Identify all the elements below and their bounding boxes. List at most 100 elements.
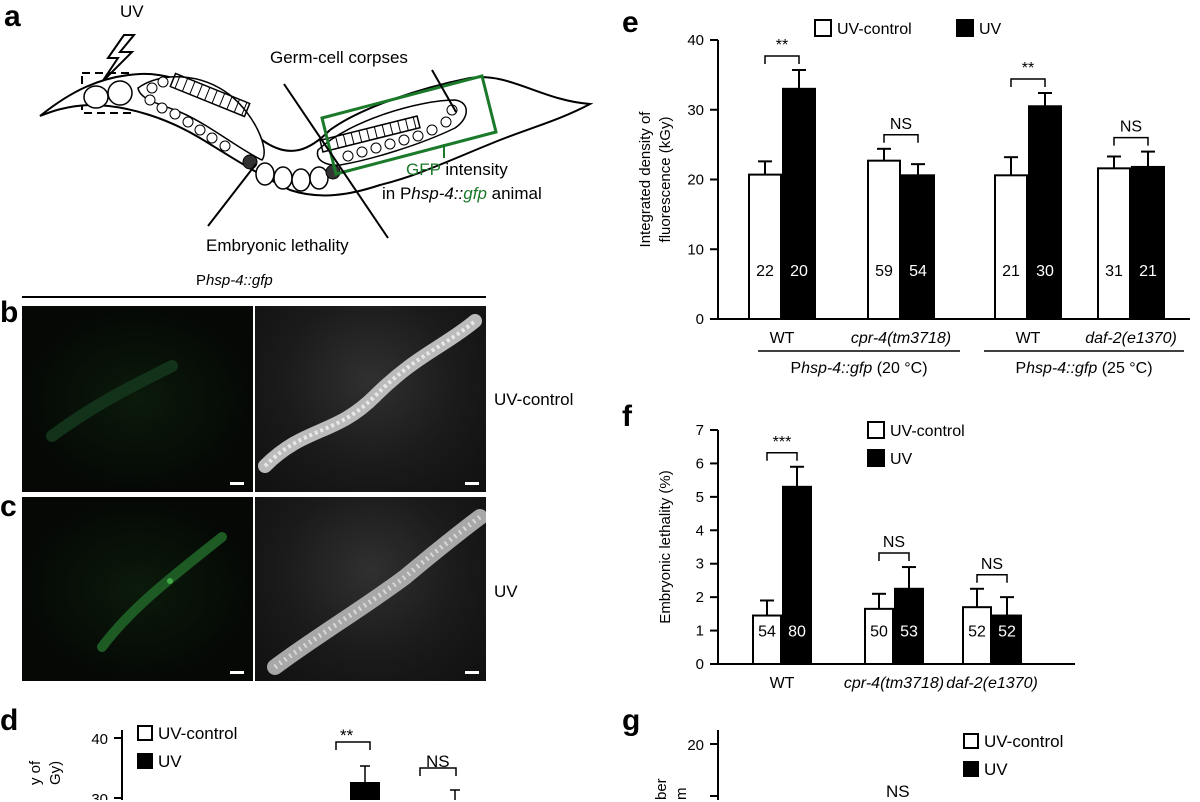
panel-label-d: d [0, 704, 19, 737]
significance-label: NS [1120, 119, 1142, 136]
significance-label: NS [890, 116, 912, 133]
g-tick-20: 20 [687, 737, 704, 754]
y-tick-label: 6 [696, 455, 704, 472]
g-legend-uv-label: UV [984, 760, 1008, 779]
x-group-label: WT [1016, 330, 1041, 347]
chart-f: 0 1 2 3 4 5 6 7 Embryonic lethality (%) UV-contro… [657, 421, 1075, 692]
gfp-italic-green: gfp [463, 184, 487, 203]
germ-cell-corpses-label: Germ-cell corpses [270, 48, 408, 67]
panel-label-b: b [0, 296, 19, 329]
d-ylabel-fragment: y of [27, 760, 44, 785]
phsp-header: Phsp-4::gfp [196, 272, 273, 289]
bar-control [1097, 167, 1131, 320]
intensity-word: intensity [440, 160, 508, 179]
panel-label-e: e [622, 6, 639, 39]
legend-control-label: UV-control [890, 423, 965, 440]
significance-bracket [1113, 136, 1149, 146]
phsp-animal-label: in Phsp-4::gfp animal [382, 184, 542, 204]
uv-label: UV [120, 2, 144, 21]
legend-control-label: UV-control [837, 21, 912, 38]
significance-bracket [883, 134, 919, 143]
d-tick-30: 30 [91, 791, 108, 800]
subgroup-label: Phsp-4::gfp (25 °C) [1015, 360, 1152, 377]
gfp-word: GFP [406, 160, 441, 179]
g-sig: NS [886, 782, 910, 801]
significance-bracket [764, 55, 800, 64]
in-p-word: in P [382, 184, 412, 203]
n-label-uv: 52 [998, 624, 1016, 641]
y-tick-label: 3 [696, 556, 704, 573]
y-tick-label: 1 [696, 623, 704, 640]
uv-control-side-label: UV-control [494, 390, 574, 409]
y-tick-label: 10 [687, 241, 704, 258]
n-label-control: 21 [1002, 263, 1020, 280]
n-label-uv: 20 [790, 263, 808, 280]
micrograph-brightfield-uv [255, 497, 486, 681]
uv-side-label: UV [494, 582, 518, 601]
y-tick-label: 0 [696, 656, 704, 673]
legend-control-swatch [814, 19, 832, 37]
phsp-header-p: P [196, 272, 207, 289]
embryonic-lethality-label: Embryonic lethality [206, 236, 349, 255]
significance-bracket [976, 574, 1008, 583]
panel-label-a: a [4, 0, 21, 33]
bar-control [962, 606, 992, 666]
significance-label: NS [981, 556, 1003, 573]
n-label-uv: 30 [1036, 263, 1054, 280]
bar-control [994, 174, 1028, 320]
y-tick-label: 2 [696, 589, 704, 606]
y-axis-label: Embryonic lethality (%) [657, 470, 674, 623]
panel-label-g: g [622, 704, 641, 737]
bar-uv [1028, 105, 1062, 320]
y-tick-label: 0 [696, 311, 704, 328]
d-legend-control-label: UV-control [158, 724, 238, 743]
x-group-label: WT [770, 330, 795, 347]
bar-uv [1131, 165, 1165, 320]
y-tick-label: 30 [687, 102, 704, 119]
legend-uv-label: UV [890, 451, 913, 468]
n-label-uv: 80 [788, 624, 806, 641]
n-label-uv: 54 [909, 263, 927, 280]
significance-label: NS [883, 534, 905, 551]
n-label-control: 50 [870, 624, 888, 641]
y-tick-label: 20 [687, 172, 704, 189]
gfp-intensity-label: GFP intensity [406, 160, 508, 180]
bar-uv [901, 174, 935, 320]
bar-uv [782, 485, 812, 666]
n-label-control: 52 [968, 624, 986, 641]
phsp-header-italic: hsp-4::gfp [206, 272, 273, 289]
worm-diagram [39, 34, 594, 239]
legend-uv-swatch [956, 19, 974, 37]
d-legend-control-swatch [137, 725, 153, 741]
y-tick-label: 7 [696, 422, 704, 439]
d-legend-uv-swatch [137, 753, 153, 769]
n-label-control: 54 [758, 624, 776, 641]
significance-label: ** [1022, 60, 1034, 77]
legend-uv-label: UV [979, 21, 1002, 38]
n-label-uv: 53 [900, 624, 918, 641]
chart-e: 0 10 20 30 40 Integrated density of fluorescen… [637, 19, 1190, 377]
significance-bracket [1010, 78, 1046, 88]
d-legend-uv-label: UV [158, 752, 182, 771]
x-group-label: cpr-4(tm3718) [851, 330, 951, 347]
n-label-uv: 21 [1139, 263, 1157, 280]
d-bar-wt-uv [350, 782, 380, 800]
bar-uv [782, 87, 816, 320]
n-label-control: 59 [875, 263, 893, 280]
uv-lightning-icon [101, 34, 137, 83]
x-group-label: daf-2(e1370) [1085, 330, 1177, 347]
significance-label: ** [776, 37, 788, 54]
n-label-control: 31 [1105, 263, 1123, 280]
y-tick-label: 5 [696, 489, 704, 506]
legend-uv-swatch [867, 449, 885, 467]
x-group-label: cpr-4(tm3718) [844, 675, 944, 692]
animal-word: animal [486, 184, 542, 203]
y-tick-label: 40 [687, 32, 704, 49]
d-sig-2: NS [426, 752, 450, 771]
chart-d: 40 30 y of Gy) [27, 725, 460, 800]
micrograph-gfp-control [22, 306, 253, 492]
y-axis-label: Integrated density of [637, 111, 654, 248]
g-legend-uv-swatch [963, 761, 979, 777]
significance-label: *** [773, 434, 792, 451]
g-legend-control-swatch [963, 733, 979, 749]
